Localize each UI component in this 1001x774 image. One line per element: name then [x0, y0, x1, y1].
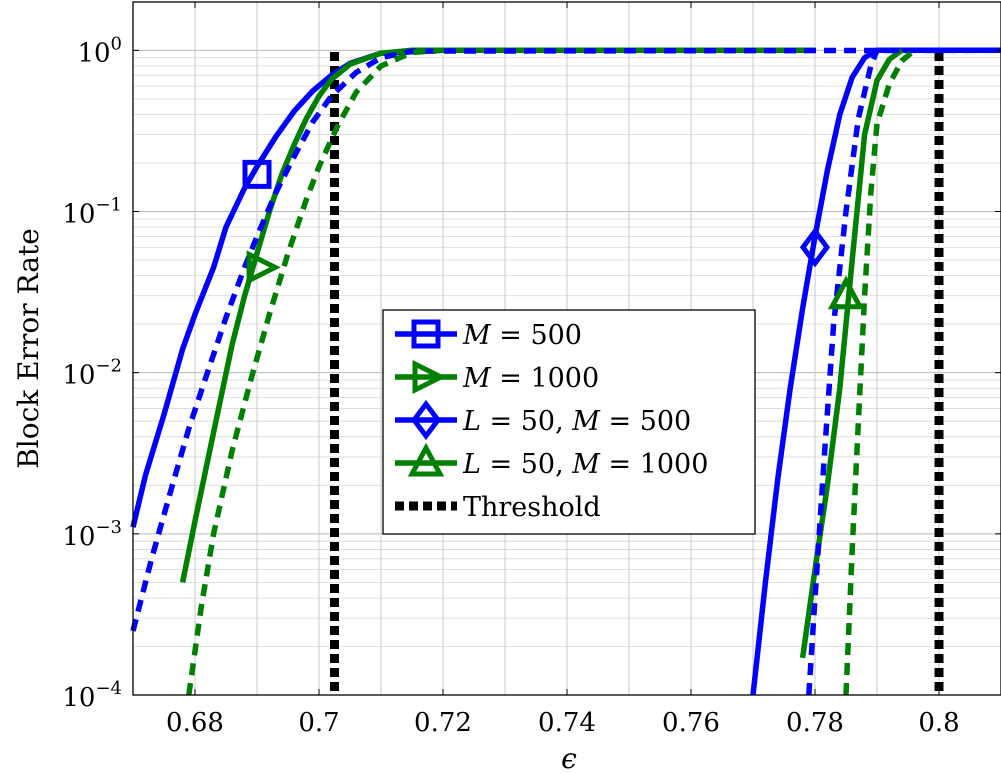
y-tick-label: 10−1 — [62, 195, 122, 230]
y-ticks: 100 10−1 10−2 10−3 10−4 — [62, 33, 1001, 713]
legend-label: M = 1000 — [462, 363, 599, 394]
y-axis-label: Block Error Rate — [12, 228, 45, 469]
threshold-lines — [330, 52, 944, 695]
x-ticks: 0.68 0.7 0.72 0.74 0.76 0.78 0.8 — [166, 2, 960, 738]
series-l-50-m-500-dashed-line — [806, 47, 1001, 696]
x-tick-label: 0.76 — [662, 708, 720, 738]
legend-label: M = 500 — [462, 320, 582, 351]
legend-marker — [412, 359, 447, 395]
x-tick-label: 0.68 — [166, 708, 224, 738]
series-m-500-dashed-line — [130, 47, 1001, 632]
legend-label: Threshold — [463, 492, 601, 523]
legend-entry-4: Threshold — [395, 492, 601, 523]
x-tick-label: 0.78 — [786, 708, 844, 738]
legend-marker — [411, 319, 441, 349]
legend-marker — [410, 399, 442, 441]
series-l-50-m-1000-marker — [827, 275, 865, 310]
x-tick-label: 0.7 — [298, 708, 339, 738]
legend-entry-3: L = 50, M = 1000 — [395, 442, 708, 480]
y-tick-label: 10−2 — [62, 356, 122, 391]
x-tick-label: 0.72 — [414, 708, 472, 738]
legend-entry-2: L = 50, M = 500 — [395, 399, 691, 441]
series-m-1000-dashed-line — [186, 47, 444, 696]
series-m-1000-marker — [246, 250, 281, 285]
series-l-50-m-500-marker — [799, 227, 831, 268]
legend-label: L = 50, M = 500 — [462, 406, 691, 437]
legend: M = 500 M = 1000 L = 50, M = 500 L = 50, M … — [382, 309, 756, 535]
y-tick-label: 10−4 — [62, 678, 122, 713]
series-m-500-marker — [242, 159, 272, 189]
y-tick-label: 10−3 — [62, 517, 122, 552]
x-tick-label: 0.74 — [538, 708, 596, 738]
legend-label: L = 50, M = 1000 — [462, 449, 708, 480]
series-markers — [242, 159, 865, 310]
series-m-1000-line — [179, 47, 815, 583]
series-lines — [130, 47, 1001, 696]
legend-entry-0: M = 500 — [395, 319, 582, 351]
legend-entry-1: M = 1000 — [395, 359, 599, 395]
series-l-50-m-1000-dashed-line — [843, 48, 916, 696]
x-axis-label: ϵ — [561, 742, 577, 774]
series-l-50-m-500-line — [750, 47, 1001, 696]
x-tick-label: 0.8 — [918, 708, 959, 738]
y-tick-label: 100 — [77, 33, 122, 68]
legend-marker — [407, 442, 445, 477]
series-l-50-m-1000-line — [799, 48, 904, 659]
